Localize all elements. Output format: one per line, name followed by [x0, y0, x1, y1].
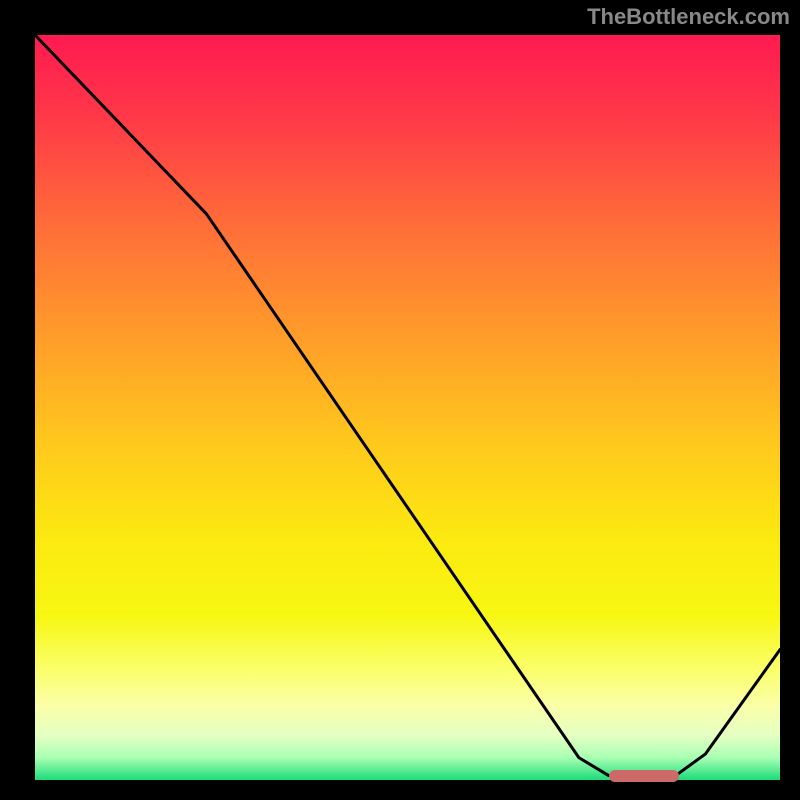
optimum-marker: [609, 770, 680, 782]
chart-canvas: TheBottleneck.com: [0, 0, 800, 800]
plot-svg: [35, 35, 780, 780]
watermark-text: TheBottleneck.com: [587, 4, 790, 30]
bottleneck-curve: [35, 35, 780, 776]
